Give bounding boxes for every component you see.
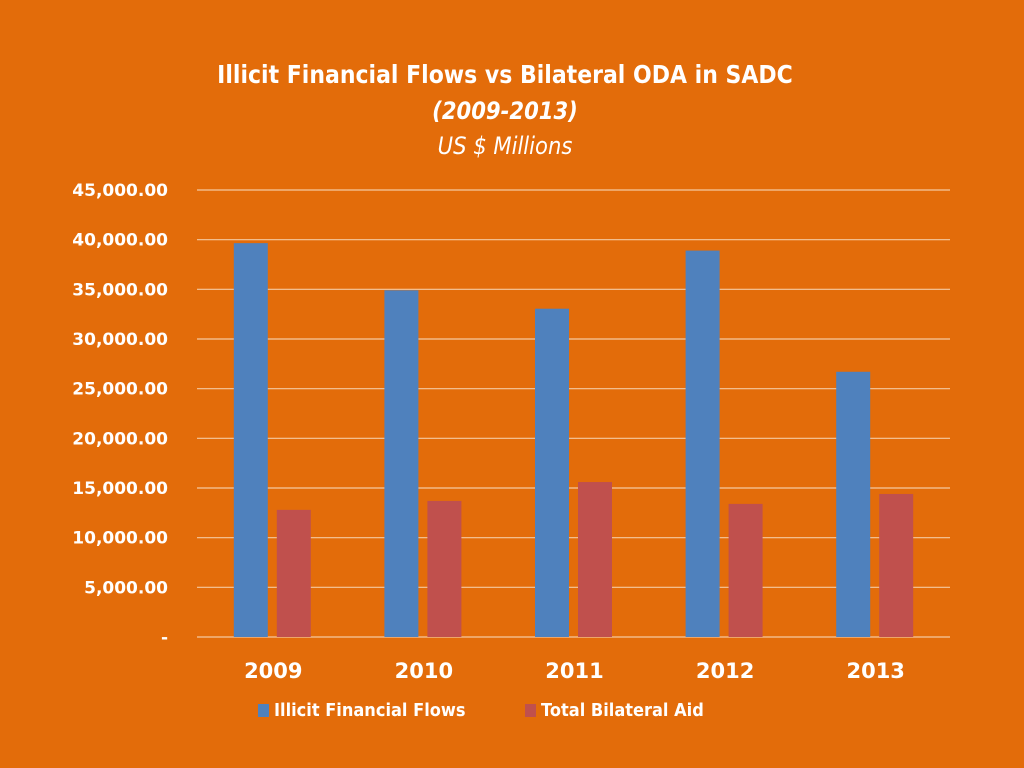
bar-illicit-financial-flows-2009	[233, 243, 268, 638]
y-tick-label: 15,000.00	[72, 479, 168, 499]
bar-total-bilateral-aid-2011	[578, 482, 612, 637]
chart-title-block: Illicit Financial Flows vs Bilateral ODA…	[0, 57, 1010, 163]
bar-total-bilateral-aid-2012	[728, 503, 763, 637]
bar-illicit-financial-flows-2013	[836, 371, 871, 637]
bar-total-bilateral-aid-2013	[879, 493, 914, 637]
bar-illicit-financial-flows-2010	[384, 290, 419, 637]
y-axis-ticks: - 5,000.00 10,000.00 15,000.00 20,000.00 25,0…	[72, 181, 168, 648]
chart-subtitle: (2009-2013)	[432, 97, 578, 125]
legend: Illicit Financial Flows Total Bilateral …	[258, 700, 760, 721]
legend-label: Total Bilateral Aid	[540, 700, 704, 721]
y-tick-label: 45,000.00	[72, 181, 168, 201]
gridlines	[197, 189, 950, 638]
bar-total-bilateral-aid-2009	[276, 509, 311, 637]
legend-swatch-total-bilateral-aid	[524, 704, 536, 717]
legend-item-total-bilateral-aid[interactable]: Total Bilateral Aid	[524, 700, 722, 721]
bars	[233, 243, 914, 638]
x-axis-ticks: 2009 2010 2011 2012 2013	[244, 659, 905, 683]
legend-label: Illicit Financial Flows	[274, 700, 466, 721]
x-tick-label: 2013	[846, 659, 904, 683]
legend-swatch-illicit-financial-flows	[258, 704, 269, 717]
chart-title: Illicit Financial Flows vs Bilateral ODA…	[217, 60, 793, 89]
y-tick-label: 30,000.00	[72, 330, 168, 350]
y-tick-label: 35,000.00	[72, 280, 168, 300]
x-tick-label: 2012	[696, 659, 754, 683]
x-tick-label: 2011	[545, 659, 603, 683]
y-tick-label: 25,000.00	[72, 380, 168, 400]
y-tick-label: -	[161, 628, 168, 648]
y-tick-label: 5,000.00	[84, 578, 168, 598]
y-tick-label: 10,000.00	[72, 529, 168, 549]
legend-item-illicit-financial-flows[interactable]: Illicit Financial Flows	[258, 700, 487, 721]
x-tick-label: 2009	[244, 659, 302, 683]
x-tick-label: 2010	[395, 659, 453, 683]
y-tick-label: 40,000.00	[72, 231, 168, 251]
y-tick-label: 20,000.00	[72, 429, 168, 449]
bar-illicit-financial-flows-2012	[685, 250, 720, 638]
bar-total-bilateral-aid-2010	[427, 500, 462, 637]
bar-illicit-financial-flows-2011	[535, 308, 569, 637]
chart-units-label: US $ Millions	[437, 132, 573, 160]
